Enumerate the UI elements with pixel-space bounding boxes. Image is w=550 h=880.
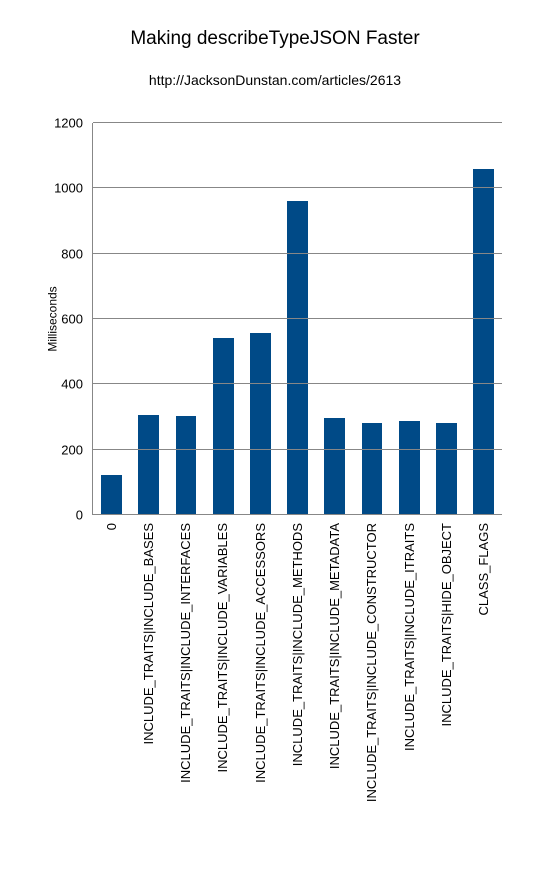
x-axis-label-text: INCLUDE_TRAITS|INCLUDE_VARIABLES xyxy=(215,523,230,772)
y-axis-title: Milliseconds xyxy=(46,286,60,351)
chart-title: Making describeTypeJSON Faster xyxy=(0,28,550,50)
y-tick-label: 800 xyxy=(61,246,83,261)
x-axis-label: INCLUDE_TRAITS|INCLUDE_ACCESSORS xyxy=(251,523,269,783)
bar xyxy=(101,475,122,514)
bar xyxy=(250,333,271,514)
bar xyxy=(324,418,345,514)
x-axis-label-text: INCLUDE_TRAITS|INCLUDE_ACCESSORS xyxy=(253,523,268,783)
x-axis-label: INCLUDE_TRAITS|INCLUDE_METADATA xyxy=(325,523,343,769)
y-tick-label: 0 xyxy=(76,508,83,523)
x-axis-label: INCLUDE_TRAITS|INCLUDE_ITRAITS xyxy=(400,523,418,751)
bar xyxy=(176,416,197,514)
x-axis-label-text: 0 xyxy=(104,523,119,530)
x-axis-label: INCLUDE_TRAITS|INCLUDE_VARIABLES xyxy=(213,523,231,772)
x-axis-label: INCLUDE_TRAITS|INCLUDE_CONSTRUCTOR xyxy=(362,523,380,802)
x-axis-label-text: INCLUDE_TRAITS|INCLUDE_CONSTRUCTOR xyxy=(364,523,379,802)
x-axis-label-text: INCLUDE_TRAITS|HIDE_OBJECT xyxy=(439,523,454,726)
x-axis-label-text: CLASS_FLAGS xyxy=(476,523,491,616)
y-tick-label: 200 xyxy=(61,442,83,457)
bar xyxy=(213,338,234,514)
x-axis-label: 0 xyxy=(102,523,120,530)
grid-line xyxy=(93,318,502,319)
x-axis-label-text: INCLUDE_TRAITS|INCLUDE_ITRAITS xyxy=(402,523,417,751)
bar xyxy=(399,421,420,514)
y-tick-label: 1000 xyxy=(54,181,83,196)
x-axis-label-text: INCLUDE_TRAITS|INCLUDE_INTERFACES xyxy=(178,523,193,783)
bar xyxy=(138,415,159,514)
x-axis-label: CLASS_FLAGS xyxy=(474,523,492,616)
bar xyxy=(362,423,383,514)
plot-area: 020040060080010001200 xyxy=(92,123,502,515)
bar xyxy=(287,201,308,514)
grid-line xyxy=(93,187,502,188)
grid-line xyxy=(93,449,502,450)
y-tick-label: 1200 xyxy=(54,116,83,131)
chart-page: Making describeTypeJSON Faster http://Ja… xyxy=(0,0,550,880)
grid-line xyxy=(93,253,502,254)
y-tick-label: 600 xyxy=(61,312,83,327)
bar xyxy=(473,169,494,514)
x-axis-label: INCLUDE_TRAITS|HIDE_OBJECT xyxy=(437,523,455,726)
chart-subtitle: http://JacksonDunstan.com/articles/2613 xyxy=(0,72,550,88)
x-axis-label: INCLUDE_TRAITS|INCLUDE_METHODS xyxy=(288,523,306,766)
x-axis-label: INCLUDE_TRAITS|INCLUDE_BASES xyxy=(139,523,157,745)
x-axis-label-text: INCLUDE_TRAITS|INCLUDE_METADATA xyxy=(327,523,342,769)
x-axis-label-text: INCLUDE_TRAITS|INCLUDE_METHODS xyxy=(290,523,305,766)
bar xyxy=(436,423,457,514)
grid-line xyxy=(93,383,502,384)
x-axis-label-text: INCLUDE_TRAITS|INCLUDE_BASES xyxy=(141,523,156,745)
x-axis-label: INCLUDE_TRAITS|INCLUDE_INTERFACES xyxy=(176,523,194,783)
y-tick-label: 400 xyxy=(61,377,83,392)
grid-line xyxy=(93,122,502,123)
